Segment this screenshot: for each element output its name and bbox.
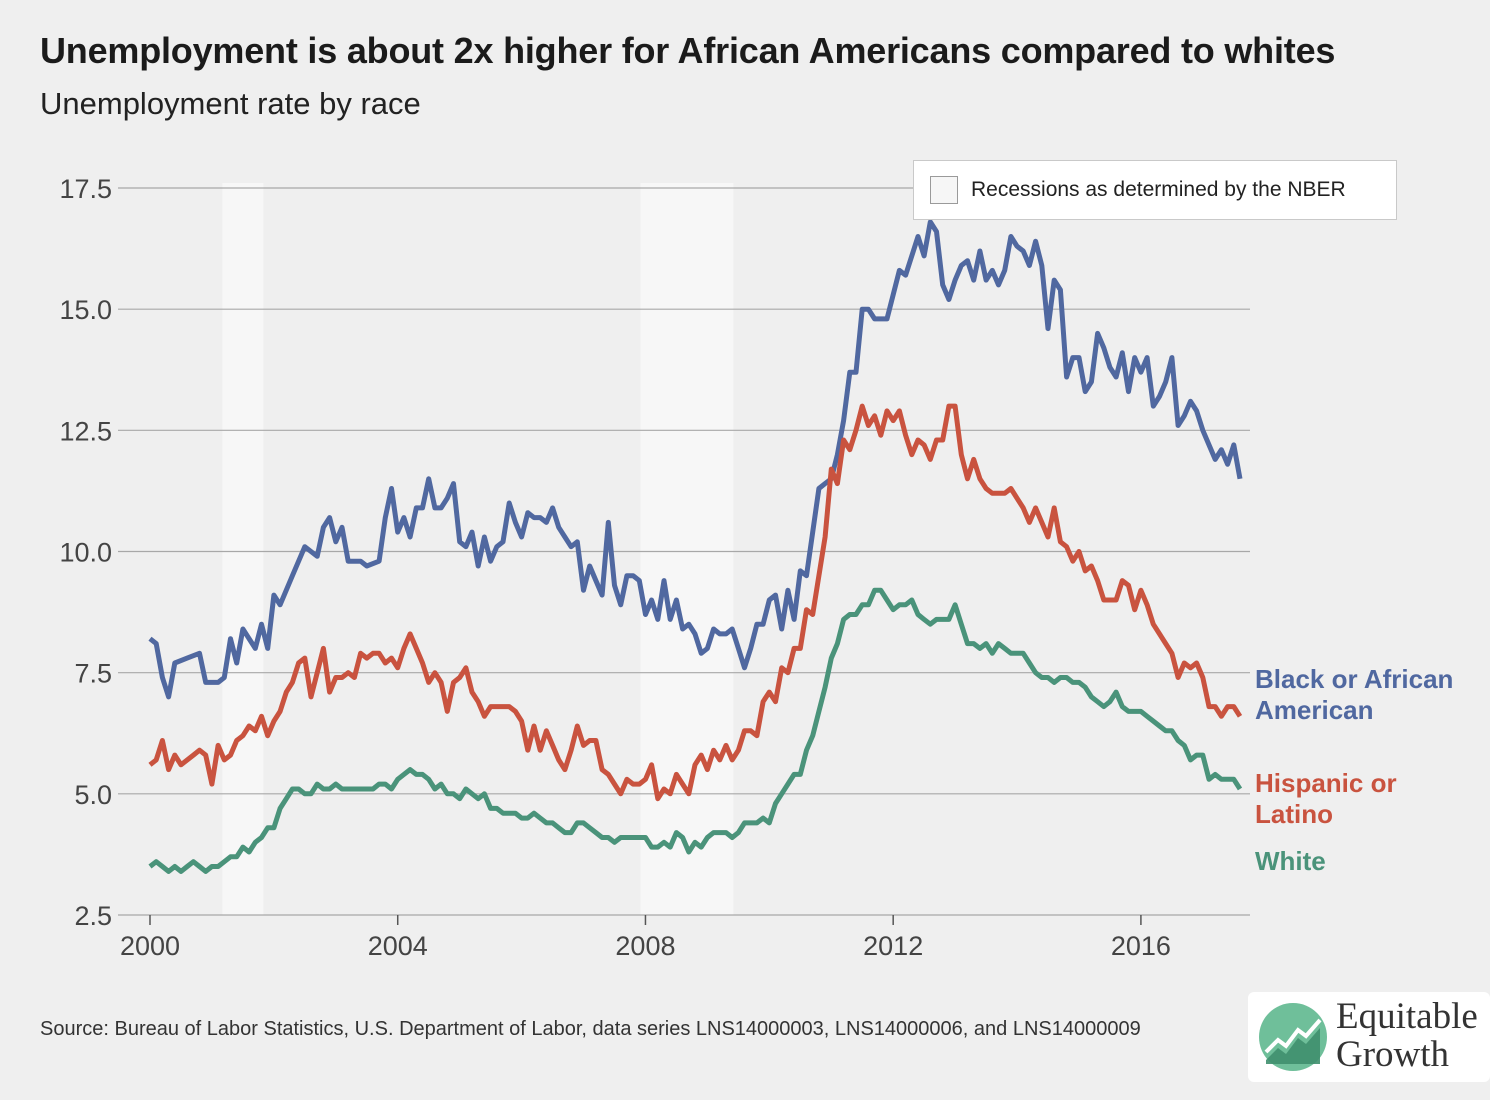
source-note: Source: Bureau of Labor Statistics, U.S.…	[40, 1018, 1141, 1040]
x-tick-label: 2004	[368, 931, 428, 961]
recession-swatch	[930, 176, 958, 204]
series-label-black: Black or African	[1255, 664, 1453, 694]
equitable-growth-logo: Equitable Growth	[1248, 992, 1490, 1082]
series-label-hispanic: Latino	[1255, 799, 1333, 829]
series-label-hispanic: Hispanic or	[1255, 768, 1397, 798]
series-label-black: American	[1255, 695, 1374, 725]
y-tick-label: 2.5	[74, 901, 112, 931]
y-tick-label: 10.0	[59, 538, 112, 568]
logo-wordmark: Equitable Growth	[1336, 998, 1478, 1074]
growth-logo-icon	[1259, 1003, 1327, 1071]
logo-line-1: Equitable	[1336, 996, 1478, 1037]
chart-subtitle: Unemployment rate by race	[40, 86, 421, 121]
recession-legend: Recessions as determined by the NBER	[913, 160, 1397, 220]
chart-title: Unemployment is about 2x higher for Afri…	[40, 30, 1336, 71]
y-tick-label: 12.5	[59, 416, 112, 446]
x-tick-label: 2000	[120, 931, 180, 961]
recession-legend-label: Recessions as determined by the NBER	[971, 178, 1346, 201]
recession-band-2	[640, 183, 734, 915]
series-line-white	[148, 587, 1243, 874]
x-tick-label: 2016	[1111, 931, 1171, 961]
x-tick-label: 2012	[863, 931, 923, 961]
recession-band-1	[222, 183, 264, 915]
series-line-black	[148, 219, 1243, 700]
y-tick-label: 15.0	[59, 295, 112, 325]
x-tick-label: 2008	[615, 931, 675, 961]
y-tick-label: 7.5	[74, 659, 112, 689]
y-tick-label: 17.5	[59, 174, 112, 204]
series-label-white: White	[1255, 846, 1326, 876]
y-tick-label: 5.0	[74, 780, 112, 810]
logo-line-2: Growth	[1336, 1034, 1450, 1075]
series-line-hispanic	[148, 403, 1243, 802]
